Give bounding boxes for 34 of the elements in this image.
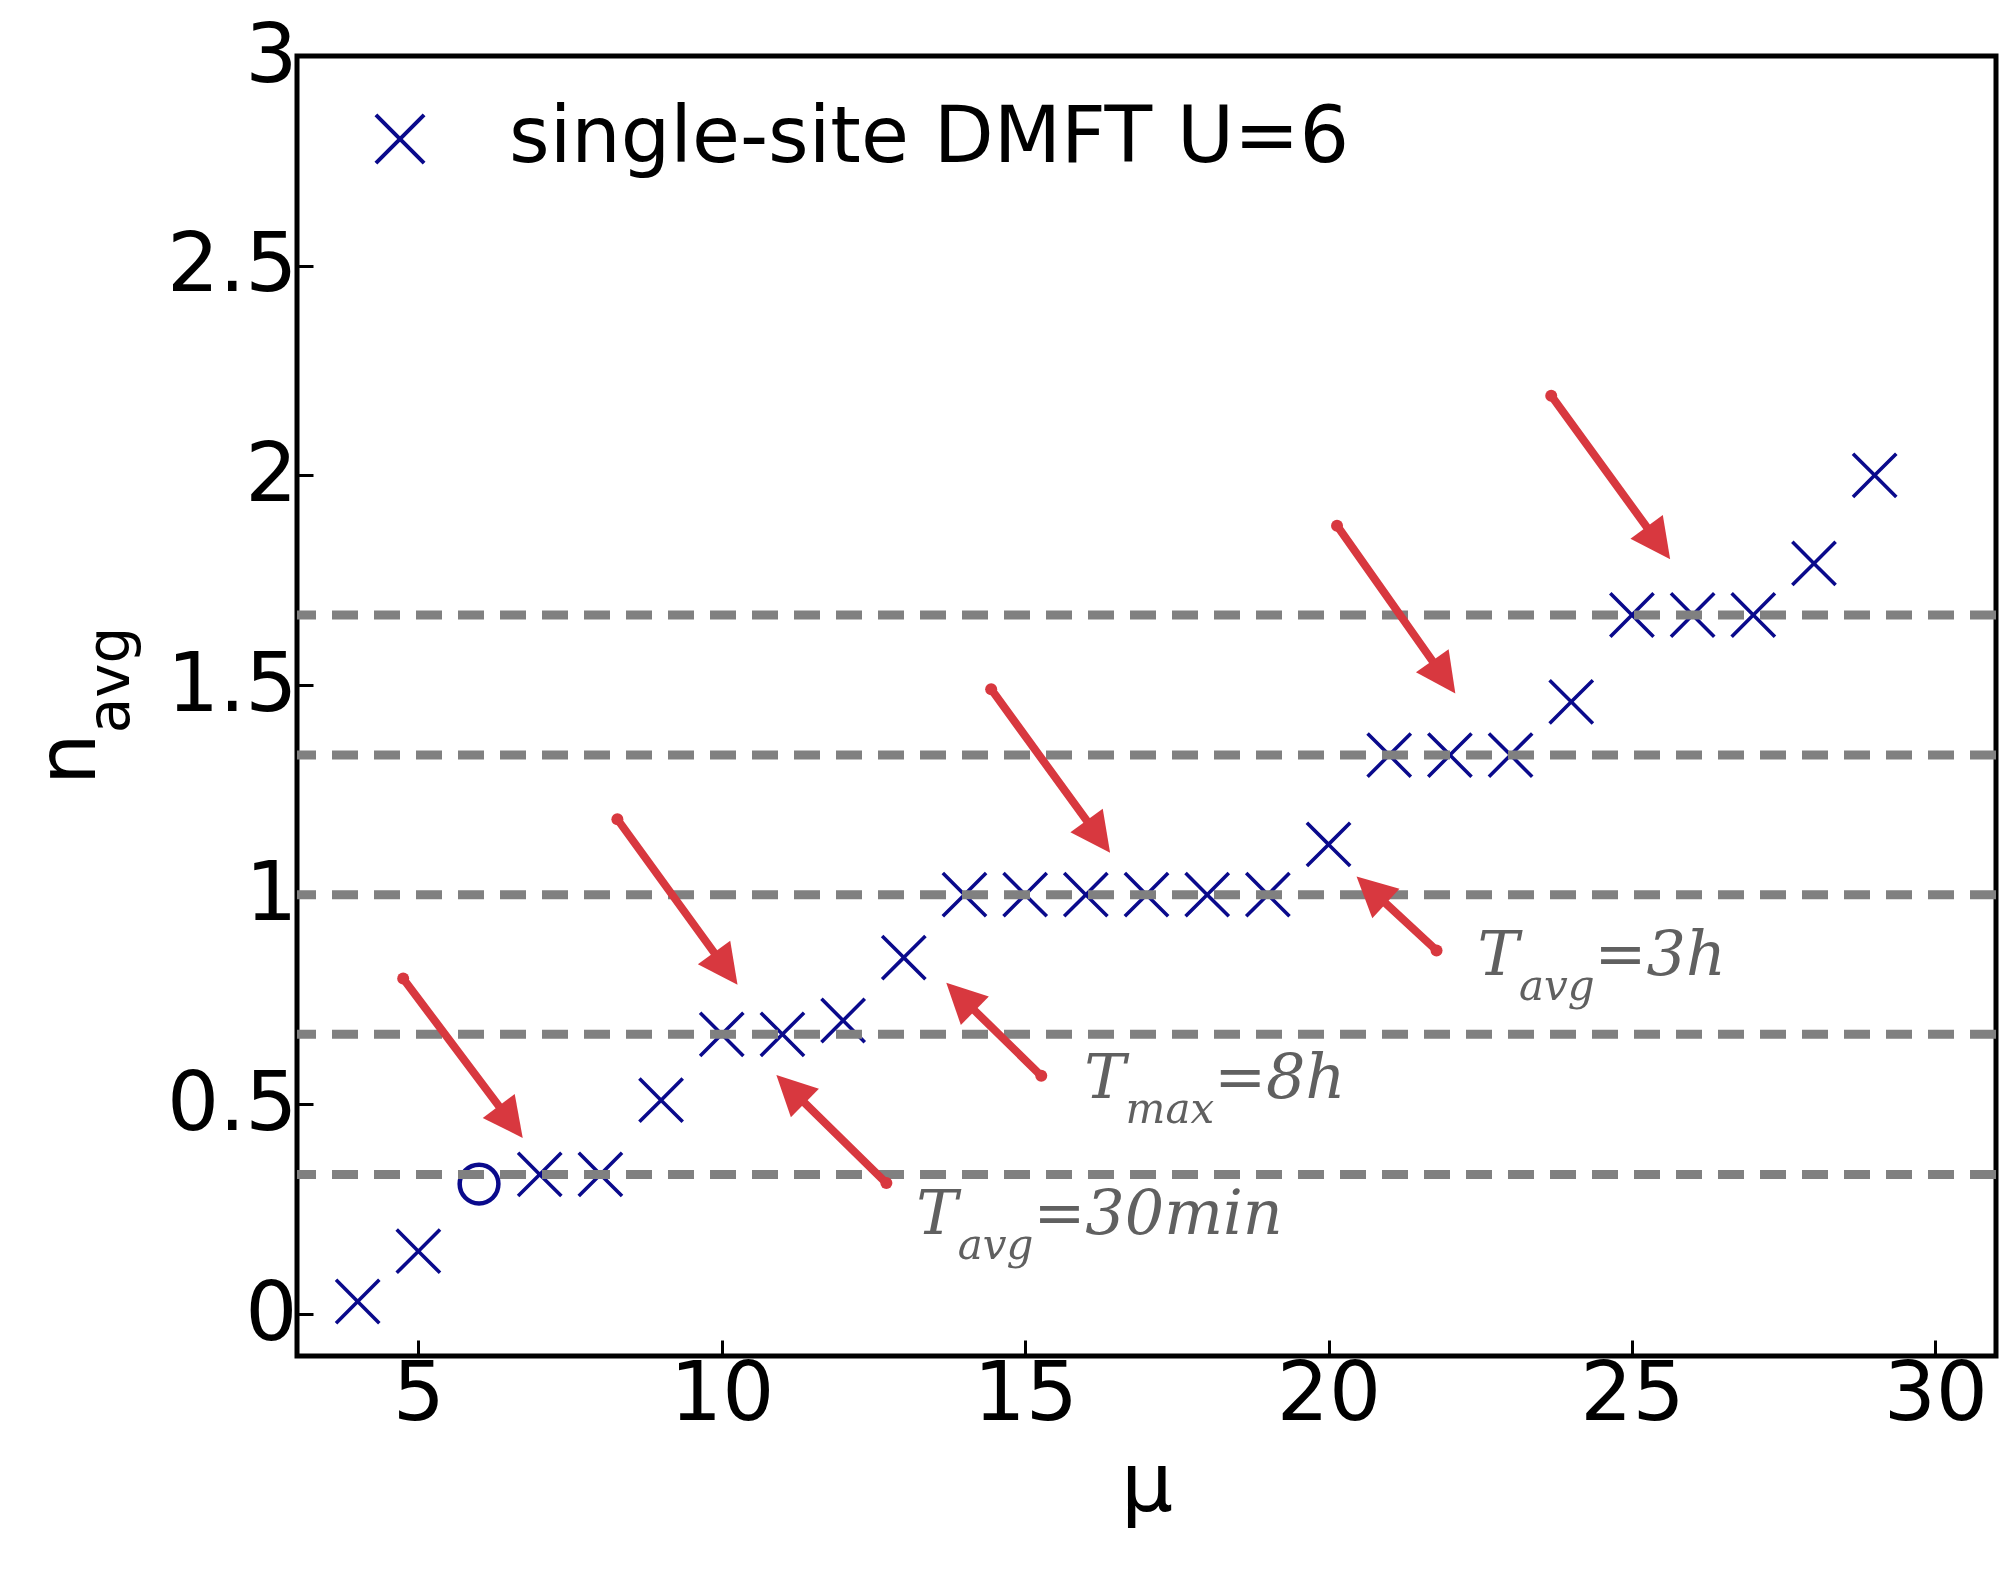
y-tick-label: 1.5 (167, 634, 298, 730)
point (1426, 732, 1473, 778)
annotation: T$_{avg}$=3h (1477, 917, 1726, 1010)
y-tick-label: 1 (245, 844, 298, 940)
y-tick-label: 2.5 (167, 215, 298, 311)
x-tick-label: 10 (670, 1343, 775, 1439)
x-tick-label: 20 (1276, 1343, 1382, 1439)
point (457, 1162, 501, 1206)
annotation: T$_{avg}$=30min (916, 1176, 1283, 1269)
point (516, 1151, 563, 1198)
point (1184, 871, 1231, 918)
point (1548, 678, 1595, 725)
point (1062, 871, 1109, 918)
x-tick-label: 25 (1580, 1343, 1685, 1439)
x-tick-label: 30 (1883, 1343, 1988, 1439)
y-tick-label: 0.5 (167, 1053, 298, 1149)
annotation: T$_{max}$=8h (1084, 1039, 1346, 1133)
point (1730, 592, 1777, 638)
x-tick-label: 5 (392, 1343, 445, 1439)
point (638, 1077, 684, 1124)
legend-label: single-site DMFT U=6 (509, 90, 1350, 180)
point (1791, 540, 1837, 587)
x-tick-label: 15 (973, 1343, 1078, 1439)
y-tick-label: 0 (245, 1263, 298, 1359)
point (759, 1011, 806, 1058)
y-tick-label: 3 (245, 5, 298, 101)
point (880, 934, 927, 981)
point (334, 1278, 381, 1325)
y-tick-label: 2 (245, 424, 298, 520)
point (1609, 592, 1655, 638)
x-axis-title: μ (1120, 1434, 1174, 1530)
point (1851, 452, 1898, 499)
point (395, 1228, 442, 1275)
point (1305, 821, 1352, 868)
